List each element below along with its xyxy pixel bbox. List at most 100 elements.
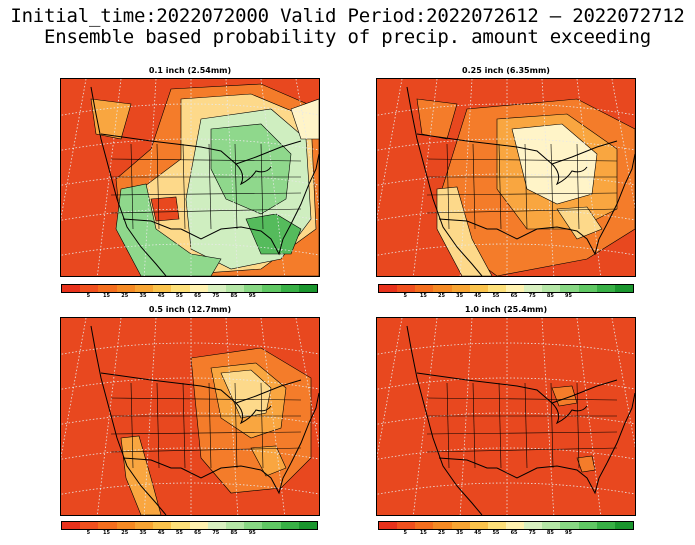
panel-1-title: 0.1 inch (2.54mm) xyxy=(148,66,232,75)
colorbar-swatch xyxy=(98,285,117,292)
colorbar-swatch xyxy=(62,522,81,529)
colorbar-swatch xyxy=(542,522,561,529)
colorbar-tick-label: 95 xyxy=(248,293,256,299)
colorbar-swatch xyxy=(379,522,398,529)
colorbar-tick-label: 95 xyxy=(248,530,256,536)
colorbar-swatch xyxy=(225,522,245,529)
colorbar-swatch xyxy=(207,522,226,529)
colorbar-4 xyxy=(378,521,634,530)
colorbar-swatch xyxy=(171,285,190,292)
colorbar-tick-label: 25 xyxy=(121,530,129,536)
colorbar-tick-label: 65 xyxy=(194,293,202,299)
colorbar-swatch xyxy=(578,522,597,529)
colorbar-tick-label: 35 xyxy=(456,293,464,299)
colorbar-swatch xyxy=(397,522,416,529)
colorbar-tick-label: 15 xyxy=(419,293,427,299)
colorbar-swatch xyxy=(134,522,154,529)
colorbar-swatch xyxy=(116,285,135,292)
colorbar-swatch xyxy=(487,285,506,292)
panel-2-title: 0.25 inch (6.35mm) xyxy=(462,66,550,75)
colorbar-swatch xyxy=(280,522,299,529)
colorbar-swatch xyxy=(505,285,525,292)
colorbar-1 xyxy=(61,284,318,293)
colorbar-tick-label: 25 xyxy=(121,293,129,299)
colorbar-swatch xyxy=(469,285,488,292)
colorbar-tick-label: 5 xyxy=(403,530,407,536)
colorbar-swatch xyxy=(262,285,281,292)
colorbar-swatch xyxy=(153,285,172,292)
colorbar-tick-label: 15 xyxy=(419,530,427,536)
colorbar-tick-label: 65 xyxy=(510,530,518,536)
colorbar-swatch xyxy=(153,522,172,529)
colorbar-3-labels: 5 15 25 35 45 55 65 75 85 95 xyxy=(61,530,316,538)
colorbar-tick-label: 15 xyxy=(103,293,111,299)
colorbar-swatch xyxy=(244,522,263,529)
subtitle: Ensemble based probability of precip. am… xyxy=(44,26,651,48)
colorbar-tick-label: 45 xyxy=(474,293,482,299)
colorbar-swatch xyxy=(207,285,226,292)
colorbar-2-labels: 5 15 25 35 45 55 65 75 85 95 xyxy=(378,293,632,301)
colorbar-tick-label: 85 xyxy=(230,293,238,299)
colorbar-swatch xyxy=(298,285,318,292)
colorbar-tick-label: 75 xyxy=(212,530,220,536)
colorbar-tick-label: 55 xyxy=(175,293,183,299)
colorbar-tick-label: 85 xyxy=(230,530,238,536)
colorbar-tick-label: 35 xyxy=(139,530,147,536)
colorbar-swatch xyxy=(98,522,117,529)
colorbar-tick-label: 65 xyxy=(510,293,518,299)
colorbar-swatch xyxy=(451,285,470,292)
map-panel-0p5-inch xyxy=(60,317,320,516)
map-panel-0p25-inch xyxy=(376,78,636,277)
colorbar-swatch xyxy=(280,285,299,292)
main-title: Initial_time:2022072000 Valid Period:202… xyxy=(10,5,685,27)
colorbar-swatch xyxy=(262,522,281,529)
colorbar-tick-label: 35 xyxy=(139,293,147,299)
colorbar-tick-label: 85 xyxy=(546,530,554,536)
colorbar-swatch xyxy=(560,285,579,292)
colorbar-swatch xyxy=(189,285,208,292)
colorbar-swatch xyxy=(487,522,506,529)
colorbar-swatch xyxy=(614,285,633,292)
colorbar-swatch xyxy=(578,285,597,292)
colorbar-tick-label: 95 xyxy=(565,530,572,536)
map-panel-0p1-inch xyxy=(60,78,320,277)
colorbar-tick-label: 55 xyxy=(175,530,183,536)
colorbar-tick-label: 45 xyxy=(157,530,165,536)
colorbar-swatch xyxy=(596,285,615,292)
colorbar-swatch xyxy=(397,285,416,292)
colorbar-2 xyxy=(378,284,634,293)
colorbar-swatch xyxy=(379,285,398,292)
colorbar-tick-label: 5 xyxy=(86,530,91,536)
colorbar-swatch xyxy=(469,522,488,529)
panel-3-title: 0.5 inch (12.7mm) xyxy=(148,305,232,314)
colorbar-4-labels: 5 15 25 35 45 55 65 75 85 95 xyxy=(378,530,632,538)
colorbar-swatch xyxy=(433,522,452,529)
colorbar-tick-label: 15 xyxy=(103,530,111,536)
colorbar-tick-label: 95 xyxy=(565,293,572,299)
colorbar-swatch xyxy=(80,522,99,529)
colorbar-tick-label: 75 xyxy=(212,293,220,299)
panel-4-title: 1.0 inch (25.4mm) xyxy=(464,305,548,314)
colorbar-swatch xyxy=(298,522,318,529)
colorbar-swatch xyxy=(542,285,561,292)
colorbar-swatch xyxy=(244,285,263,292)
colorbar-tick-label: 25 xyxy=(438,530,445,536)
colorbar-swatch xyxy=(80,285,99,292)
colorbar-swatch xyxy=(134,285,154,292)
colorbar-tick-label: 55 xyxy=(492,530,500,536)
colorbar-tick-label: 55 xyxy=(492,293,500,299)
colorbar-tick-label: 45 xyxy=(157,293,165,299)
colorbar-tick-label: 45 xyxy=(474,530,482,536)
colorbar-tick-label: 25 xyxy=(438,293,445,299)
colorbar-swatch xyxy=(415,522,434,529)
colorbar-tick-label: 75 xyxy=(528,530,536,536)
colorbar-tick-label: 5 xyxy=(86,293,91,299)
colorbar-tick-label: 5 xyxy=(403,293,407,299)
colorbar-1-labels: 5 15 25 35 45 55 65 75 85 95 xyxy=(61,293,316,301)
colorbar-tick-label: 65 xyxy=(194,530,202,536)
colorbar-swatch xyxy=(62,285,81,292)
colorbar-swatch xyxy=(505,522,525,529)
colorbar-tick-label: 75 xyxy=(528,293,536,299)
colorbar-swatch xyxy=(171,522,190,529)
colorbar-swatch xyxy=(433,285,452,292)
